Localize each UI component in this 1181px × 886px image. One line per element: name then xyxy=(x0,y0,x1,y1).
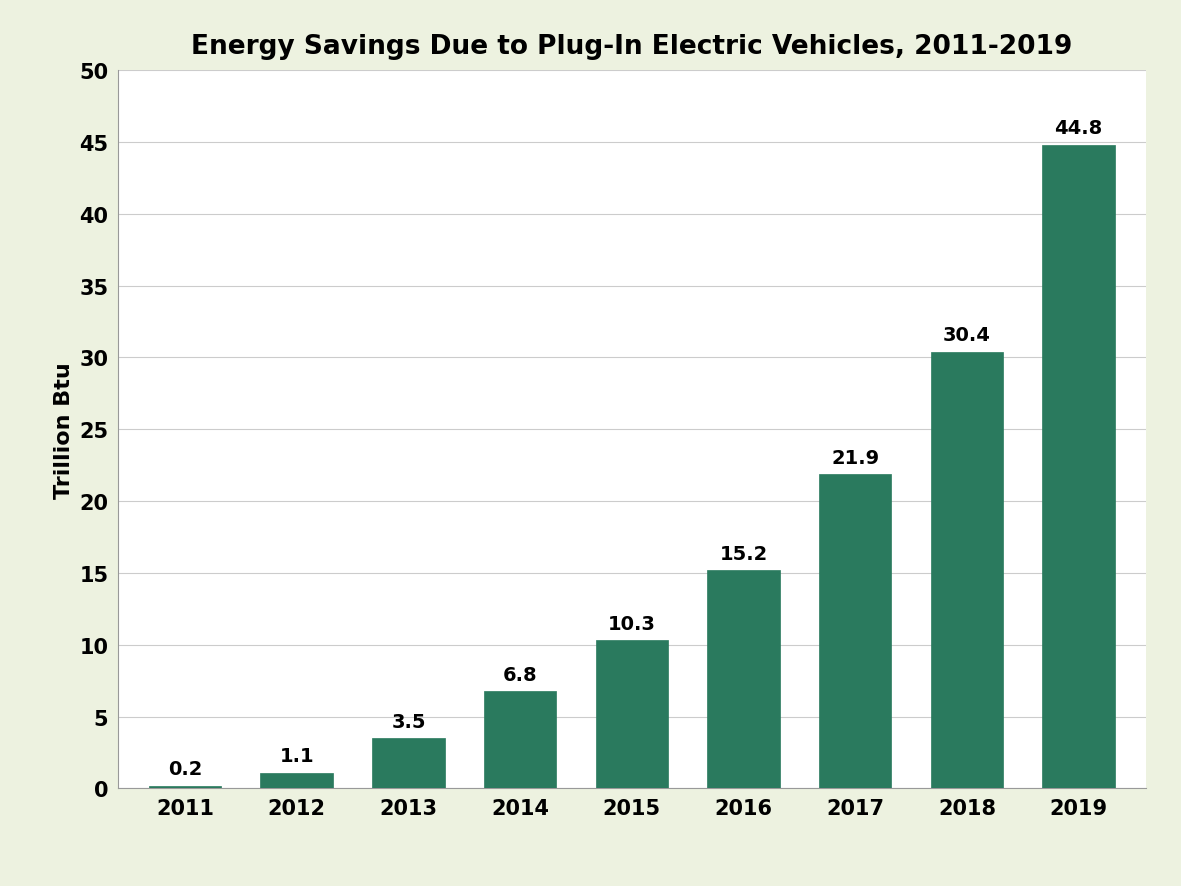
Text: 44.8: 44.8 xyxy=(1055,120,1103,138)
Bar xyxy=(1043,145,1115,789)
Text: 3.5: 3.5 xyxy=(391,712,425,731)
Text: 0.2: 0.2 xyxy=(168,759,202,779)
Bar xyxy=(707,571,779,789)
Text: 15.2: 15.2 xyxy=(719,544,768,563)
Bar xyxy=(931,353,1003,789)
Y-axis label: Trillion Btu: Trillion Btu xyxy=(53,361,73,498)
Text: 6.8: 6.8 xyxy=(503,664,537,684)
Bar xyxy=(595,641,668,789)
Text: 21.9: 21.9 xyxy=(831,448,880,467)
Text: 10.3: 10.3 xyxy=(608,615,655,633)
Bar xyxy=(372,738,445,789)
Bar xyxy=(149,786,221,789)
Text: 1.1: 1.1 xyxy=(280,747,314,766)
Title: Energy Savings Due to Plug-In Electric Vehicles, 2011-2019: Energy Savings Due to Plug-In Electric V… xyxy=(191,35,1072,60)
Bar xyxy=(261,773,333,789)
Text: 30.4: 30.4 xyxy=(942,326,991,345)
Bar xyxy=(818,474,892,789)
Bar xyxy=(484,691,556,789)
